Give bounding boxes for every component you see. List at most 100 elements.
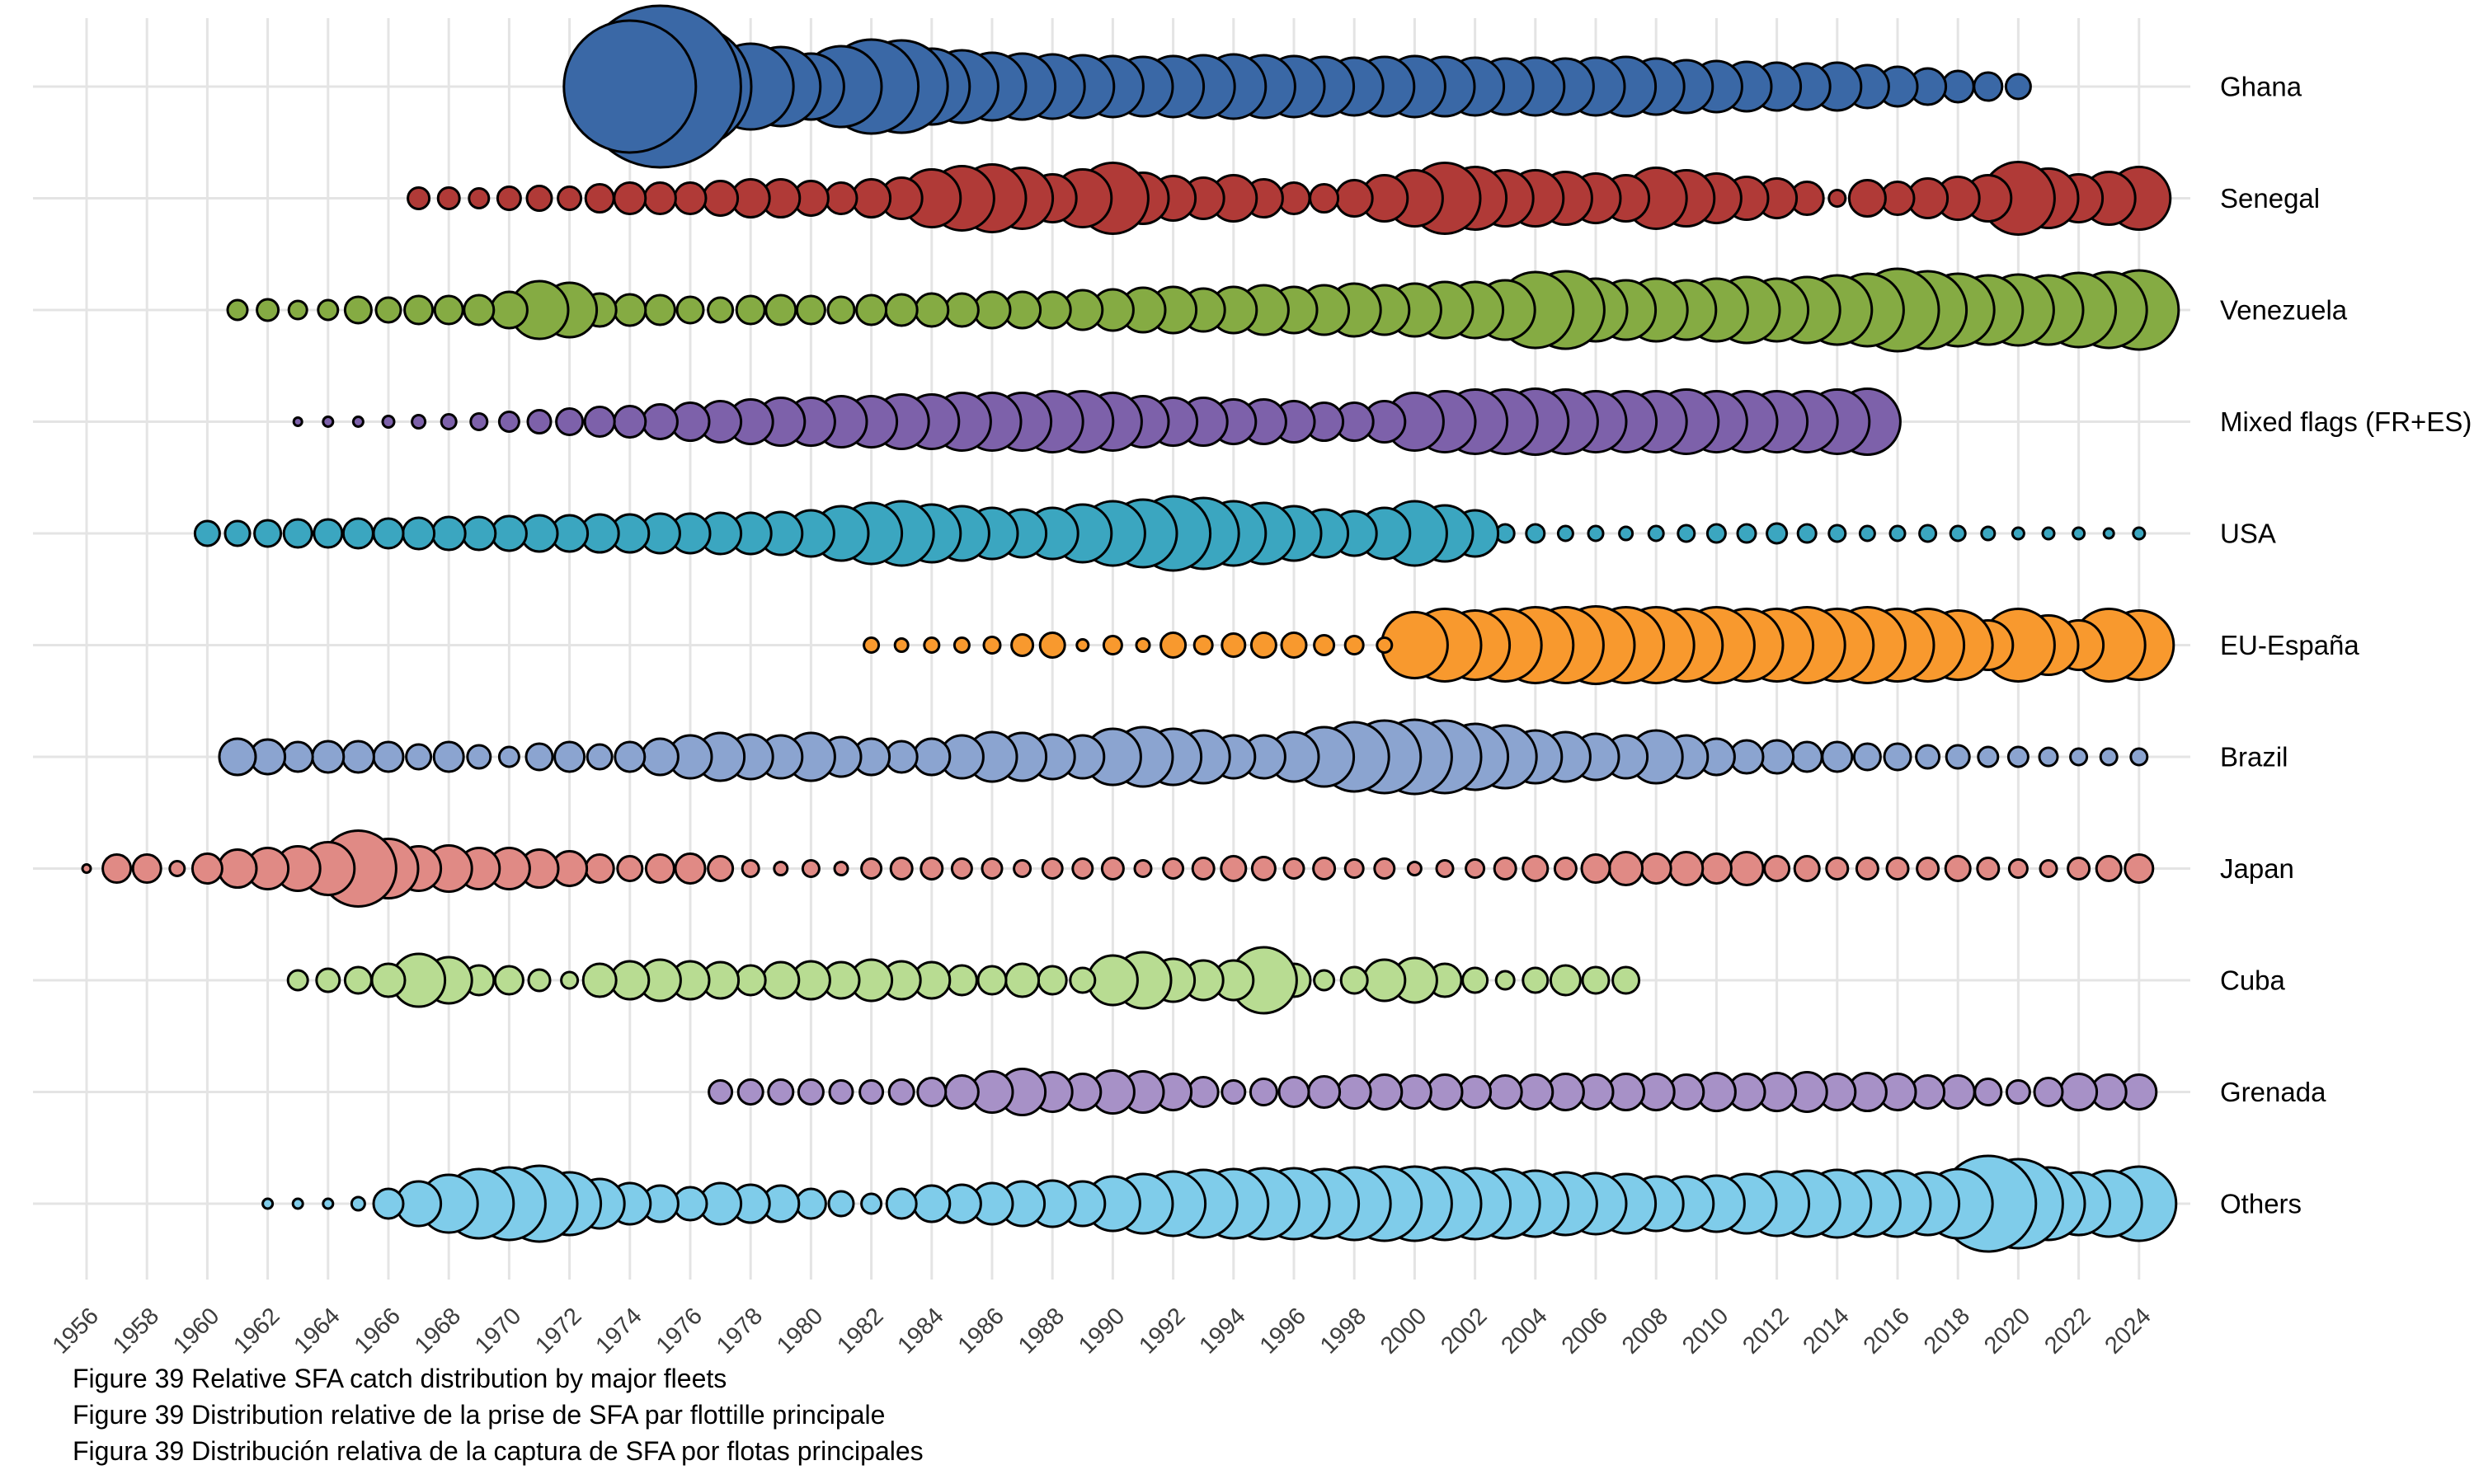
japan-bubble-2004 xyxy=(1522,855,1550,882)
senegal-bubble-1976 xyxy=(673,181,708,215)
eu-espa-a-bubble-1995 xyxy=(1249,632,1277,659)
tick-label-1978: 1978 xyxy=(712,1303,768,1359)
usa-bubble-1964 xyxy=(313,518,344,549)
mixed-flags-fr-es-bubble-1969 xyxy=(469,412,489,431)
others-bubble-1963 xyxy=(291,1197,304,1210)
japan-bubble-1981 xyxy=(833,861,849,876)
mixed-flags-fr-es-bubble-1966 xyxy=(381,415,396,429)
cuba-bubble-1978 xyxy=(734,964,767,997)
tick-label-1984: 1984 xyxy=(893,1303,949,1359)
brazil-bubble-1968 xyxy=(432,740,465,773)
japan-bubble-2011 xyxy=(1729,851,1765,886)
venezuela-bubble-1964 xyxy=(317,298,340,322)
row-label-japan: Japan xyxy=(2220,853,2294,884)
cuba-bubble-1998 xyxy=(1339,965,1369,995)
japan-bubble-1975 xyxy=(644,853,675,884)
japan-bubble-1959 xyxy=(168,860,186,877)
venezuela-bubble-1982 xyxy=(855,294,888,326)
japan-bubble-1979 xyxy=(773,861,789,876)
figure-caption-block: Figure 39 Relative SFA catch distributio… xyxy=(73,1360,924,1469)
tick-label-2004: 2004 xyxy=(1497,1303,1553,1359)
venezuela-bubble-1978 xyxy=(735,294,766,326)
venezuela-bubble-1966 xyxy=(374,296,402,324)
usa-bubble-2011 xyxy=(1736,523,1757,544)
usa-bubble-1970 xyxy=(490,514,528,552)
tick-label-2008: 2008 xyxy=(1617,1303,1673,1359)
usa-bubble-2018 xyxy=(1949,524,1967,542)
eu-espa-a-bubble-1997 xyxy=(1313,634,1336,656)
japan-bubble-1980 xyxy=(801,859,821,878)
tick-label-2012: 2012 xyxy=(1738,1303,1794,1359)
eu-espa-a-bubble-1991 xyxy=(1135,637,1151,653)
series-usa xyxy=(193,495,2147,572)
japan-bubble-1988 xyxy=(1041,857,1064,880)
brazil-bubble-1966 xyxy=(372,740,405,773)
tick-label-2006: 2006 xyxy=(1557,1303,1613,1359)
caption-fr: Figure 39 Distribution relative de la pr… xyxy=(73,1400,886,1430)
senegal-bubble-1997 xyxy=(1309,183,1340,214)
japan-bubble-2021 xyxy=(2039,859,2058,878)
japan-bubble-2024 xyxy=(2124,853,2155,884)
series-mixed-flags-fr-es xyxy=(292,387,1902,456)
tick-label-2000: 2000 xyxy=(1376,1303,1432,1359)
grenada-bubble-1983 xyxy=(887,1078,915,1106)
venezuela-bubble-1962 xyxy=(256,298,280,322)
senegal-bubble-2014 xyxy=(1827,189,1847,208)
cuba-bubble-1999 xyxy=(1362,958,1407,1003)
series-eu-espa-a xyxy=(863,605,2175,685)
japan-bubble-2016 xyxy=(1885,857,1910,881)
japan-bubble-1974 xyxy=(616,855,644,882)
japan-bubble-1994 xyxy=(1220,855,1248,882)
brazil-bubble-1970 xyxy=(497,745,520,768)
japan-bubble-1987 xyxy=(1013,859,1032,878)
cuba-bubble-1988 xyxy=(1037,965,1068,996)
usa-bubble-1965 xyxy=(341,517,374,550)
grenada-bubble-2020 xyxy=(2005,1079,2031,1105)
senegal-bubble-2015 xyxy=(1847,179,1887,218)
row-label-others: Others xyxy=(2220,1189,2302,1219)
mixed-flags-fr-es-bubble-1975 xyxy=(641,403,679,440)
japan-bubble-2014 xyxy=(1825,857,1850,881)
mixed-flags-fr-es-bubble-1964 xyxy=(322,416,335,428)
venezuela-bubble-1985 xyxy=(943,292,980,328)
venezuela-bubble-1976 xyxy=(675,295,705,325)
grenada-bubble-1985 xyxy=(943,1074,980,1110)
brazil-bubble-1975 xyxy=(640,737,680,777)
eu-espa-a-bubble-1983 xyxy=(893,637,910,653)
usa-bubble-1967 xyxy=(402,516,436,551)
row-label-brazil: Brazil xyxy=(2220,742,2288,773)
grenada-bubble-2003 xyxy=(1487,1074,1523,1110)
usa-bubble-2022 xyxy=(2072,526,2086,541)
grenada-bubble-1979 xyxy=(767,1078,795,1106)
venezuela-bubble-1961 xyxy=(226,298,249,322)
row-label-eu-espa-a: EU-España xyxy=(2220,630,2359,660)
series-ghana xyxy=(562,4,2032,169)
grenada-bubble-1978 xyxy=(736,1078,764,1106)
japan-bubble-1997 xyxy=(1312,857,1337,881)
cuba-bubble-2003 xyxy=(1494,970,1516,991)
eu-espa-a-bubble-1987 xyxy=(1010,633,1035,657)
senegal-bubble-1972 xyxy=(557,186,583,211)
others-bubble-1982 xyxy=(860,1192,883,1215)
tick-label-1956: 1956 xyxy=(48,1303,104,1359)
cuba-bubble-1964 xyxy=(315,967,341,993)
venezuela-bubble-1977 xyxy=(707,296,735,324)
japan-bubble-1984 xyxy=(920,857,944,881)
usa-bubble-2006 xyxy=(1587,524,1605,542)
japan-bubble-2012 xyxy=(1763,855,1791,882)
senegal-bubble-1975 xyxy=(642,181,677,215)
usa-bubble-1963 xyxy=(282,518,313,549)
japan-bubble-2005 xyxy=(1553,857,1578,881)
usa-bubble-2017 xyxy=(1918,524,1938,543)
grenada-bubble-1997 xyxy=(1307,1075,1342,1109)
japan-bubble-2006 xyxy=(1580,853,1611,884)
cuba-bubble-1986 xyxy=(976,965,1008,996)
usa-bubble-2020 xyxy=(2011,526,2025,541)
japan-bubble-1958 xyxy=(131,853,162,884)
japan-bubble-1976 xyxy=(674,852,707,885)
grenada-bubble-2002 xyxy=(1458,1075,1493,1109)
eu-espa-a-bubble-1982 xyxy=(863,636,881,654)
usa-bubble-1969 xyxy=(461,515,497,552)
senegal-bubble-1971 xyxy=(525,185,553,212)
usa-bubble-1960 xyxy=(193,519,221,547)
